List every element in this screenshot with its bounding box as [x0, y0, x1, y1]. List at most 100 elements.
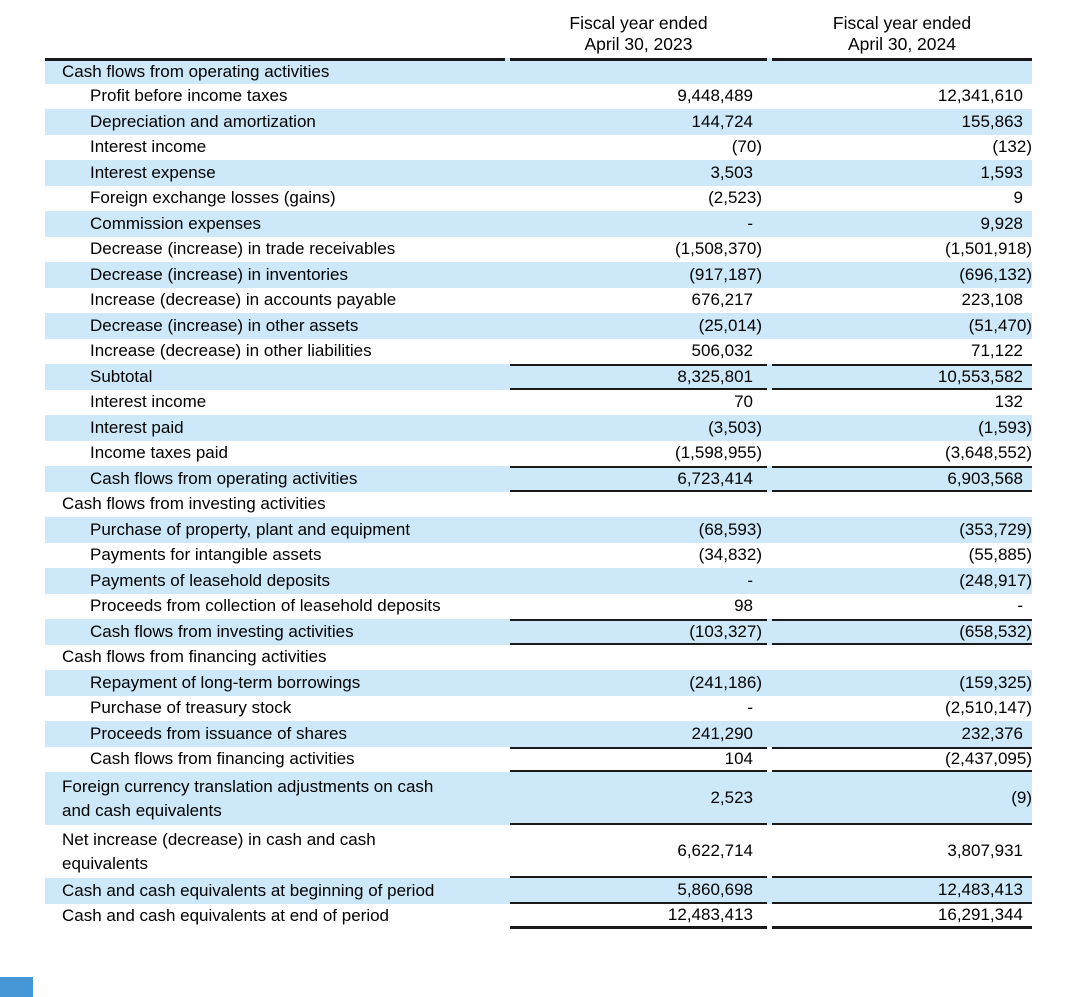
row-label: Payments of leasehold deposits	[45, 568, 505, 594]
table-row: Proceeds from collection of leasehold de…	[45, 594, 1032, 620]
column-gap	[767, 109, 772, 135]
table-row: Payments of leasehold deposits - (248,917)	[45, 568, 1032, 594]
row-label: Purchase of treasury stock	[90, 698, 292, 718]
row-label: Cash flows from operating activities	[45, 466, 505, 492]
value-fy2023: (3,503)	[510, 415, 767, 441]
table-row: Repayment of long-term borrowings (241,18…	[45, 670, 1032, 696]
row-label: Cash flows from investing activities	[45, 619, 505, 645]
value-fy2024: (2,437,095)	[772, 746, 1032, 772]
value-fy2024: (159,325)	[772, 670, 1032, 696]
row-label: Increase (decrease) in other liabilities	[90, 341, 372, 361]
value-fy2023: 6,622,714	[510, 825, 767, 878]
row-label: Foreign currency translation adjustments…	[45, 772, 505, 825]
value-fy2023: 5,860,698	[510, 878, 767, 904]
table-row: Cash flows from operating activities 6,72…	[45, 466, 1032, 492]
row-label: Cash and cash equivalents at end of peri…	[62, 906, 390, 926]
value-fy2024: (1,593)	[772, 415, 1032, 441]
column-gap	[505, 670, 510, 696]
table-body: Cash flows from operating activities Prof…	[45, 58, 1032, 929]
column-gap	[767, 568, 772, 594]
value-fy2023: (2,523)	[708, 188, 762, 208]
value-fy2024: (3,648,552)	[945, 443, 1032, 463]
table-row: Profit before income taxes 9,448,489 12,34…	[45, 84, 1032, 110]
column-gap	[767, 58, 772, 84]
column-gap	[767, 262, 772, 288]
row-label: Cash flows from financing activities	[62, 647, 327, 667]
value-fy2023: -	[510, 211, 767, 237]
value-fy2023: 144,724	[510, 109, 767, 135]
table-row: Purchase of treasury stock - (2,510,147)	[45, 696, 1032, 722]
row-label: Decrease (increase) in other assets	[45, 313, 505, 339]
column-gap	[505, 211, 510, 237]
column-gap	[505, 466, 510, 492]
table-row: Income taxes paid (1,598,955) (3,648,552)	[45, 441, 1032, 467]
value-fy2024: (51,470)	[772, 313, 1032, 339]
value-fy2024: (696,132)	[772, 262, 1032, 288]
table-row: Interest paid (3,503) (1,593)	[45, 415, 1032, 441]
column-gap	[505, 109, 510, 135]
value-fy2023: (25,014)	[510, 313, 767, 339]
value-fy2023: (241,186)	[510, 670, 767, 696]
row-label: Interest paid	[45, 415, 505, 441]
column-gap	[505, 58, 510, 84]
value-fy2023: 12,483,413	[510, 904, 767, 929]
table-row: Cash flows from investing activities (103…	[45, 619, 1032, 645]
value-fy2024: 1,593	[772, 160, 1032, 186]
row-label: Net increase (decrease) in cash and cash…	[62, 829, 376, 873]
value-fy2023	[510, 58, 767, 84]
value-fy2024: (248,917)	[772, 568, 1032, 594]
value-fy2024: 9,928	[772, 211, 1032, 237]
row-label: Cash flows from investing activities	[62, 494, 326, 514]
value-fy2023: 6,723,414	[510, 466, 767, 492]
value-fy2023	[510, 492, 767, 518]
value-fy2024: 6,903,568	[772, 466, 1032, 492]
value-fy2023: 98	[734, 596, 753, 616]
column-gap	[505, 619, 510, 645]
table-row: Commission expenses -9,928	[45, 211, 1032, 237]
row-label: Subtotal	[45, 364, 505, 390]
table-row: Decrease (increase) in inventories (917,1…	[45, 262, 1032, 288]
value-fy2023: 3,503	[510, 160, 767, 186]
value-fy2024	[772, 645, 1032, 671]
column-gap	[767, 160, 772, 186]
value-fy2023: (917,187)	[510, 262, 767, 288]
table-row: Cash flows from financing activities	[45, 645, 1032, 671]
column-headers: Fiscal year ended April 30, 2023 Fiscal …	[45, 0, 1081, 58]
column-gap	[767, 313, 772, 339]
column-gap	[767, 364, 772, 390]
table-row: Interest income (70) (132)	[45, 135, 1032, 161]
value-fy2023: 104	[510, 746, 767, 772]
row-label: Decrease (increase) in inventories	[45, 262, 505, 288]
table-row: Foreign exchange losses (gains) (2,523) 9	[45, 186, 1032, 212]
column-gap	[505, 772, 510, 825]
row-label: Increase (decrease) in accounts payable	[90, 290, 397, 310]
value-fy2023: (1,598,955)	[675, 443, 762, 463]
value-fy2024: 71,122	[971, 341, 1023, 361]
table-row: Interest expense 3,503 1,593	[45, 160, 1032, 186]
column-gap	[505, 878, 510, 904]
value-fy2023: 8,325,801	[510, 364, 767, 390]
column-gap	[767, 772, 772, 825]
column-gap	[767, 211, 772, 237]
value-fy2024: 9	[1013, 188, 1023, 208]
value-fy2024: 132	[994, 392, 1023, 412]
column-gap	[767, 670, 772, 696]
value-fy2024: 12,483,413	[772, 878, 1032, 904]
table-row: Cash and cash equivalents at end of peri…	[45, 904, 1032, 929]
value-fy2024: -	[1017, 596, 1023, 616]
table-row: Proceeds from issuance of shares 241,290 2…	[45, 721, 1032, 747]
row-label: Income taxes paid	[90, 443, 228, 463]
column-gap	[505, 721, 510, 747]
column-gap	[505, 415, 510, 441]
column-header-fy2024: Fiscal year ended April 30, 2024	[832, 13, 972, 54]
table-row: Cash flows from financing activities 104(…	[45, 746, 1032, 772]
value-fy2023: 70	[734, 392, 753, 412]
value-fy2024: 223,108	[961, 290, 1023, 310]
column-gap	[767, 466, 772, 492]
column-gap	[767, 415, 772, 441]
row-label: Cash flows from financing activities	[90, 749, 355, 769]
value-fy2024: 232,376	[772, 721, 1032, 747]
value-fy2023: (34,832)	[698, 545, 762, 565]
table-row: Purchase of property, plant and equipmen…	[45, 517, 1032, 543]
value-fy2024: 3,807,931	[772, 825, 1032, 878]
